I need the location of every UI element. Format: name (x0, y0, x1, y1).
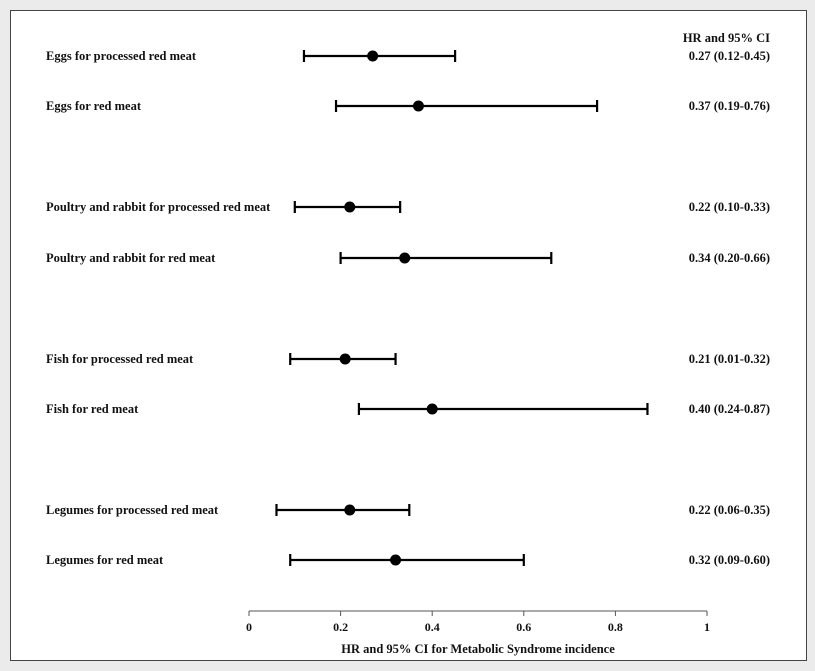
x-tick-label: 0 (246, 620, 252, 634)
x-axis-label: HR and 95% CI for Metabolic Syndrome inc… (341, 642, 615, 656)
ci-value: 0.32 (0.09-0.60) (689, 553, 770, 567)
x-tick-label: 0.2 (333, 620, 348, 634)
ci-value: 0.22 (0.06-0.35) (689, 503, 770, 517)
row-label: Poultry and rabbit for red meat (46, 251, 216, 265)
forest-row: Poultry and rabbit for processed red mea… (46, 200, 770, 214)
row-label: Legumes for red meat (46, 553, 164, 567)
forest-row: Legumes for red meat 0.32 (0.09-0.60) (46, 553, 770, 567)
hr-point (426, 403, 438, 415)
ci-value: 0.27 (0.12-0.45) (689, 49, 770, 63)
ci-value: 0.34 (0.20-0.66) (689, 251, 770, 265)
x-axis: 0 0.2 0.4 0.6 0.8 1 (246, 610, 710, 634)
row-label: Fish for red meat (46, 402, 139, 416)
row-label: Poultry and rabbit for processed red mea… (46, 200, 271, 214)
ci-value: 0.21 (0.01-0.32) (689, 352, 770, 366)
ci-value: 0.22 (0.10-0.33) (689, 200, 770, 214)
x-tick-label: 1 (704, 620, 710, 634)
row-label: Eggs for red meat (46, 99, 142, 113)
hr-point (344, 201, 356, 213)
row-label: Fish for processed red meat (46, 352, 194, 366)
hr-point (367, 50, 379, 62)
ci-value: 0.40 (0.24-0.87) (689, 402, 770, 416)
hr-point (412, 100, 424, 112)
hr-point (390, 554, 402, 566)
forest-rows: Eggs for processed red meat 0.27 (0.12-0.… (46, 49, 770, 567)
forest-row: Eggs for red meat 0.37 (0.19-0.76) (46, 99, 770, 113)
hr-point (339, 353, 351, 365)
hr-point (344, 504, 356, 516)
row-label: Eggs for processed red meat (46, 49, 197, 63)
forest-row: Legumes for processed red meat 0.22 (0.06… (46, 503, 770, 517)
x-tick-label: 0.6 (516, 620, 531, 634)
row-label: Legumes for processed red meat (46, 503, 219, 517)
forest-row: Fish for processed red meat 0.21 (0.01-0.… (46, 352, 770, 366)
hr-point (399, 252, 411, 264)
x-tick-label: 0.8 (608, 620, 623, 634)
x-tick-label: 0.4 (425, 620, 440, 634)
plot-frame: HR and 95% CI Eggs for processed red mea… (10, 10, 807, 661)
forest-row: Eggs for processed red meat 0.27 (0.12-0.… (46, 49, 770, 63)
ci-value: 0.37 (0.19-0.76) (689, 99, 770, 113)
forest-row: Fish for red meat 0.40 (0.24-0.87) (46, 402, 770, 416)
forest-row: Poultry and rabbit for red meat 0.34 (0.2… (46, 251, 770, 265)
ci-column-header: HR and 95% CI (683, 31, 770, 45)
forest-plot: HR and 95% CI Eggs for processed red mea… (46, 31, 770, 656)
